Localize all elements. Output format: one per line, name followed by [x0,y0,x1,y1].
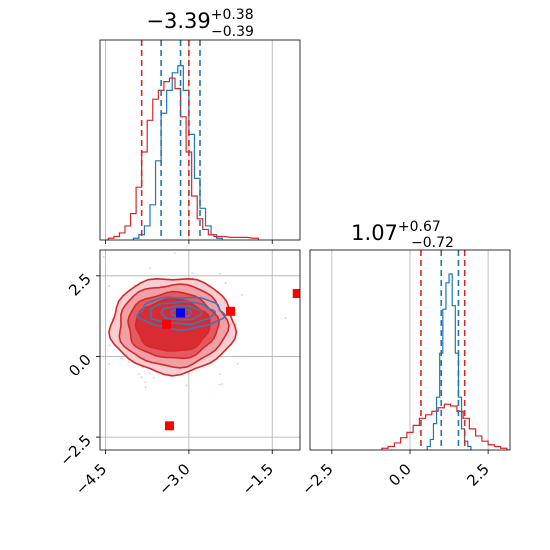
sample-point [174,252,176,254]
point-marker [292,289,300,299]
point-marker [226,306,236,316]
sample-point [108,363,110,365]
blue-x-histogram [132,65,223,240]
x-marginal-title-upper-error: +0.38 [211,7,254,23]
sample-point [102,256,105,258]
x-marginal-title-lower-error: −0.39 [211,24,254,40]
x-marginal-frame [99,39,301,241]
sample-point [192,277,194,279]
sample-point [152,377,155,379]
sample-point [219,272,221,275]
y-marginal-grid [331,250,489,450]
sample-point [191,272,194,274]
blue-density-contours [136,296,227,332]
sample-point [97,317,99,319]
sample-point [219,373,221,375]
point-marker [164,421,174,431]
red-y-histogram [381,403,508,450]
sample-point [121,355,123,358]
joint-y-tick-label: −2.5 [56,431,94,469]
sample-point [104,298,107,301]
x-marginal-histogram-panel: −3.39+0.38 −0.39 [99,7,301,244]
sample-point [121,358,124,360]
sample-point [149,267,151,269]
sample-point [138,373,140,375]
sample-point [83,411,85,413]
y-marginal-title-upper-error: +0.67 [398,219,441,235]
blue-contour-level [160,304,203,321]
sample-point [224,282,227,284]
y-marginal-ticks: −2.5 0.0 2.5 [298,450,493,499]
y-marginal-tick-label: −2.5 [298,460,336,498]
sample-point [236,362,239,365]
joint-y-tick-label: 0.0 [65,351,95,381]
sample-point [108,344,111,347]
joint-frame [99,249,301,451]
y-marginal-title-lower-error: −0.72 [411,235,454,251]
sample-point [284,317,287,319]
joint-x-tick-label: −1.5 [239,460,277,498]
y-marginal-histogram-panel: −2.5 0.0 2.5 1.07+0.67 −0.72 [298,219,511,499]
blue-contour-level [136,296,227,332]
blue-contour-level [149,300,217,326]
sample-point [96,344,98,346]
joint-markers [162,289,300,431]
point-marker [176,308,186,318]
sample-point [140,376,143,379]
sample-point [108,285,110,287]
sample-point [133,284,136,286]
x-marginal-quantile-lines [140,40,201,240]
joint-x-tick-label: −3.0 [155,460,193,498]
sample-point [221,383,223,385]
blue-contour-level [170,308,193,318]
y-marginal-tick-label: 2.5 [463,460,493,490]
joint-y-tick-label: 2.5 [65,270,95,300]
y-marginal-tick-label: 0.0 [385,460,415,490]
sample-point [144,386,147,388]
red-x-histogram [107,77,259,240]
sample-point [144,381,147,384]
joint-x-tick-label: −4.5 [72,460,110,498]
sample-point [150,247,152,249]
sample-point [241,294,243,296]
y-marginal-title: 1.07+0.67 [351,219,441,245]
sample-point [149,372,151,374]
red-density-contours [108,277,238,377]
point-marker [162,319,172,329]
sample-point [127,361,130,364]
joint-scatter-panel: −4.5 −3.0 −1.5 −2.5 0.0 2.5 [56,247,301,499]
y-marginal-quantile-lines [420,250,466,450]
x-marginal-title: −3.39+0.38 [146,7,253,33]
sample-point [235,323,237,326]
sample-point [218,383,221,386]
x-marginal-histograms [107,65,259,240]
x-marginal-title-value: −3.39 [146,9,210,33]
sample-point [110,275,113,277]
y-marginal-title-value: 1.07 [351,221,398,245]
x-marginal-ticks [105,240,273,244]
sample-point [185,384,188,387]
